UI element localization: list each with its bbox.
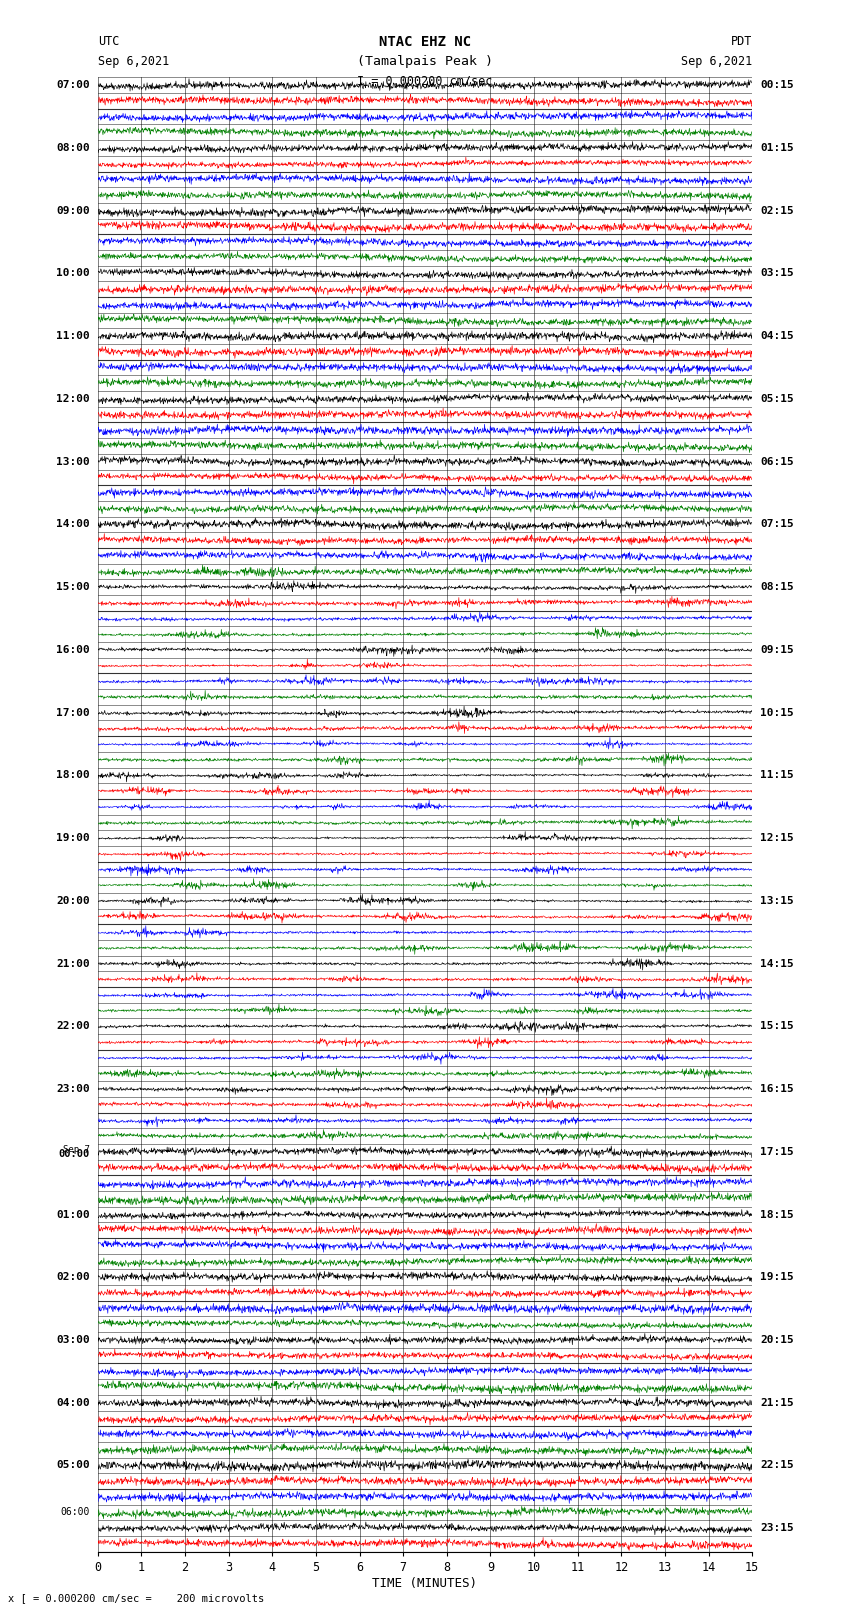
Text: 15:15: 15:15 (760, 1021, 794, 1031)
Text: PDT: PDT (731, 35, 752, 48)
Text: 14:00: 14:00 (56, 519, 90, 529)
Text: 19:00: 19:00 (56, 832, 90, 844)
Text: 11:15: 11:15 (760, 771, 794, 781)
Text: 13:15: 13:15 (760, 895, 794, 907)
Text: 00:15: 00:15 (760, 81, 794, 90)
Text: Sep 6,2021: Sep 6,2021 (681, 55, 752, 68)
Text: 06:00: 06:00 (60, 1508, 90, 1518)
Text: 12:00: 12:00 (56, 394, 90, 403)
Text: 10:00: 10:00 (56, 268, 90, 279)
Text: I = 0.000200 cm/sec: I = 0.000200 cm/sec (357, 74, 493, 87)
Text: 01:00: 01:00 (56, 1210, 90, 1219)
Text: Sep 6,2021: Sep 6,2021 (98, 55, 169, 68)
Text: 00:00: 00:00 (59, 1148, 90, 1160)
Text: 23:15: 23:15 (760, 1523, 794, 1534)
Text: 05:15: 05:15 (760, 394, 794, 403)
Text: NTAC EHZ NC: NTAC EHZ NC (379, 35, 471, 50)
Text: 18:15: 18:15 (760, 1210, 794, 1219)
Text: 12:15: 12:15 (760, 832, 794, 844)
Text: 20:15: 20:15 (760, 1336, 794, 1345)
X-axis label: TIME (MINUTES): TIME (MINUTES) (372, 1576, 478, 1589)
Text: 03:15: 03:15 (760, 268, 794, 279)
Text: x [ = 0.000200 cm/sec =    200 microvolts: x [ = 0.000200 cm/sec = 200 microvolts (8, 1594, 264, 1603)
Text: 01:15: 01:15 (760, 144, 794, 153)
Text: UTC: UTC (98, 35, 119, 48)
Text: 21:15: 21:15 (760, 1398, 794, 1408)
Text: 11:00: 11:00 (56, 331, 90, 342)
Text: (Tamalpais Peak ): (Tamalpais Peak ) (357, 55, 493, 68)
Text: 19:15: 19:15 (760, 1273, 794, 1282)
Text: 22:15: 22:15 (760, 1460, 794, 1471)
Text: Sep 7: Sep 7 (63, 1145, 90, 1153)
Text: 18:00: 18:00 (56, 771, 90, 781)
Text: 04:15: 04:15 (760, 331, 794, 342)
Text: 02:00: 02:00 (56, 1273, 90, 1282)
Text: 13:00: 13:00 (56, 456, 90, 466)
Text: 04:00: 04:00 (56, 1398, 90, 1408)
Text: 07:15: 07:15 (760, 519, 794, 529)
Text: 06:15: 06:15 (760, 456, 794, 466)
Text: 07:00: 07:00 (56, 81, 90, 90)
Text: 20:00: 20:00 (56, 895, 90, 907)
Text: 23:00: 23:00 (56, 1084, 90, 1094)
Text: 08:00: 08:00 (56, 144, 90, 153)
Text: 14:15: 14:15 (760, 958, 794, 968)
Text: 09:00: 09:00 (56, 206, 90, 216)
Text: 15:00: 15:00 (56, 582, 90, 592)
Text: 17:15: 17:15 (760, 1147, 794, 1157)
Text: 10:15: 10:15 (760, 708, 794, 718)
Text: 03:00: 03:00 (56, 1336, 90, 1345)
Text: 16:00: 16:00 (56, 645, 90, 655)
Text: 08:15: 08:15 (760, 582, 794, 592)
Text: 16:15: 16:15 (760, 1084, 794, 1094)
Text: 17:00: 17:00 (56, 708, 90, 718)
Text: 05:00: 05:00 (56, 1460, 90, 1471)
Text: 21:00: 21:00 (56, 958, 90, 968)
Text: 22:00: 22:00 (56, 1021, 90, 1031)
Text: 02:15: 02:15 (760, 206, 794, 216)
Text: 09:15: 09:15 (760, 645, 794, 655)
